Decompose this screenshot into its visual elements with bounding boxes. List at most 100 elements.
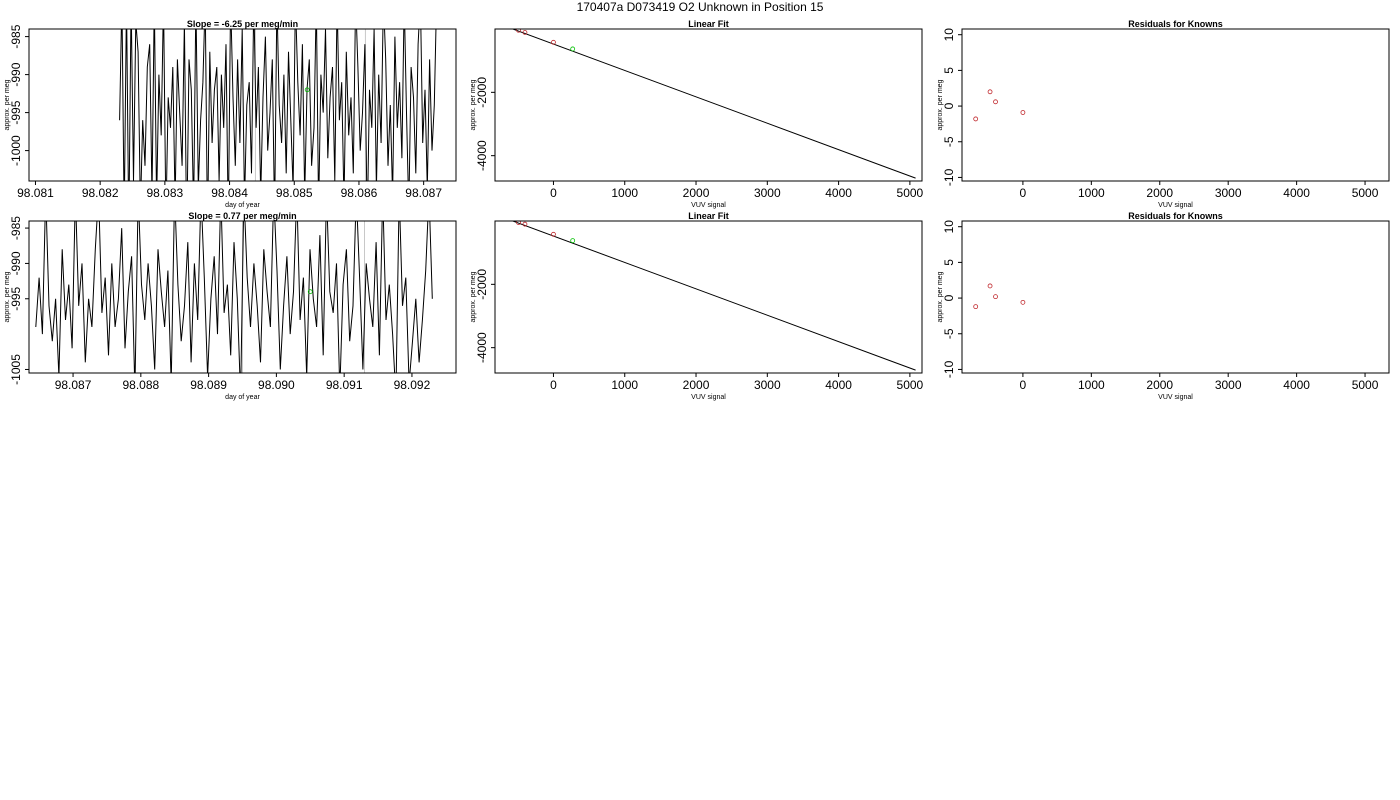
fit-1-frame (494, 28, 923, 182)
resid-2-ytick-label: 5 (942, 259, 956, 266)
resid-1-xtick-label: 5000 (1352, 186, 1379, 200)
trace-2-ytick-label: -995 (9, 286, 23, 310)
resid-1-xtick-label: 0 (1020, 186, 1027, 200)
resid-2-xtick-label: 2000 (1146, 378, 1173, 392)
fit-1-xlabel: VUV signal (691, 202, 726, 209)
resid-1-residual-point (993, 99, 998, 105)
fit-2-known-point (522, 221, 528, 227)
resid-1-title: Residuals for Knowns (1128, 19, 1223, 29)
trace-2-series-line (35, 221, 433, 373)
fit-1-xtick-label: 4000 (825, 186, 852, 200)
trace-2-xtick-label: 98.091 (326, 378, 363, 392)
resid-1-panel: Residuals for Knowns VUV signal approx. pe… (937, 19, 1390, 209)
resid-2-ytick-label: 0 (942, 294, 956, 301)
resid-2-residual-point (993, 294, 998, 300)
fit-2-unknown-point (570, 238, 576, 244)
fit-2-known-point (551, 231, 556, 237)
resid-1-xtick-label: 4000 (1283, 186, 1310, 200)
fit-1-known-point (522, 30, 528, 35)
fit-2-ytick-label: -2000 (475, 269, 489, 300)
fit-2-fit-line (511, 221, 916, 371)
resid-1-xtick-label: 1000 (1078, 186, 1105, 200)
trace-1-title: Slope = -6.25 per meg/min (187, 19, 298, 29)
fit-2-xtick-label: 3000 (754, 378, 781, 392)
fit-2-xtick-label: 5000 (897, 378, 924, 392)
resid-2-panel: Residuals for Knowns VUV signal approx. pe… (937, 211, 1390, 401)
fit-1-plot-area (502, 24, 916, 179)
resid-2-title: Residuals for Knowns (1128, 211, 1223, 221)
resid-2-ylabel: approx. per meg (937, 271, 944, 322)
resid-2-xtick-label: 5000 (1352, 378, 1379, 392)
resid-1-ytick-label: 5 (942, 67, 956, 74)
resid-1-ytick-label: 10 (942, 28, 956, 42)
fit-1-ytick-label: -2000 (475, 77, 489, 108)
trace-1-panel: Slope = -6.25 per meg/min day of year appr… (4, 19, 457, 209)
fit-2-plot-area (502, 216, 916, 371)
resid-2-frame (961, 220, 1390, 374)
fit-2-xtick-label: 4000 (825, 378, 852, 392)
resid-2-ytick-label: 10 (942, 220, 956, 234)
fit-1-unknown-point (570, 46, 576, 52)
resid-2-xtick-label: 1000 (1078, 378, 1105, 392)
trace-1-series-line (119, 29, 437, 181)
resid-1-xlabel: VUV signal (1158, 202, 1193, 209)
trace-1-unknown-marker (304, 87, 310, 93)
trace-1-ytick-label: -990 (9, 62, 23, 86)
trace-1-ytick-label: -985 (9, 24, 23, 48)
fit-2-xtick-label: 0 (550, 378, 557, 392)
trace-1-plot-area (119, 29, 437, 181)
fit-2-xtick-label: 1000 (611, 378, 638, 392)
resid-2-xlabel: VUV signal (1158, 394, 1193, 401)
trace-2-xtick-label: 98.092 (394, 378, 431, 392)
trace-2-frame (28, 220, 457, 374)
trace-1-xtick-label: 98.084 (211, 186, 248, 200)
trace-2-xlabel: day of year (225, 394, 260, 401)
resid-1-xtick-label: 3000 (1215, 186, 1242, 200)
fit-2-known-point (502, 216, 506, 220)
fit-1-xtick-label: 2000 (683, 186, 710, 200)
trace-1-xtick-label: 98.081 (17, 186, 54, 200)
trace-2-panel: Slope = 0.77 per meg/min day of year appro… (4, 211, 457, 401)
trace-2-ytick-label: -1005 (9, 354, 23, 385)
resid-1-residual-point (973, 116, 979, 122)
trace-1-xtick-label: 98.083 (147, 186, 184, 200)
trace-2-title: Slope = 0.77 per meg/min (188, 211, 296, 221)
fit-1-ytick-label: -4000 (475, 140, 489, 171)
resid-1-plot-area (973, 89, 1026, 122)
fit-1-title: Linear Fit (688, 19, 729, 29)
panels: Slope = -6.25 per meg/min day of year appr… (4, 19, 1390, 401)
page-title: 170407a D073419 O2 Unknown in Position 1… (577, 0, 824, 14)
resid-1-ylabel: approx. per meg (937, 79, 944, 130)
fit-1-xtick-label: 1000 (611, 186, 638, 200)
resid-2-xtick-label: 4000 (1283, 378, 1310, 392)
trace-1-ytick-label: -1000 (9, 135, 23, 166)
trace-1-xlabel: day of year (225, 202, 260, 209)
trace-2-xtick-label: 98.089 (190, 378, 227, 392)
resid-1-residual-point (1020, 110, 1026, 115)
fit-2-known-point (516, 221, 521, 225)
fit-1-xtick-label: 5000 (897, 186, 924, 200)
resid-1-residual-point (987, 89, 993, 95)
resid-2-ytick-label: -5 (942, 328, 956, 339)
resid-2-residual-point (1020, 299, 1026, 305)
fit-2-frame (494, 220, 923, 374)
fit-2-ylabel: approx. per meg (470, 271, 477, 322)
resid-1-ytick-label: -10 (942, 168, 956, 186)
trace-1-xtick-label: 98.086 (341, 186, 378, 200)
trace-2-ytick-label: -985 (9, 216, 23, 240)
trace-2-plot-area (35, 221, 433, 373)
fit-2-title: Linear Fit (688, 211, 729, 221)
fit-1-xtick-label: 3000 (754, 186, 781, 200)
fit-1-known-point (502, 24, 506, 28)
resid-1-frame (961, 28, 1390, 182)
resid-2-residual-point (987, 283, 993, 289)
resid-2-plot-area (973, 283, 1026, 310)
trace-1-ytick-label: -995 (9, 100, 23, 124)
fit-2-panel: Linear Fit VUV signal approx. per meg 0 1000… (470, 211, 924, 401)
resid-1-ytick-label: -5 (942, 136, 956, 147)
trace-2-ytick-label: -990 (9, 251, 23, 275)
resid-2-residual-point (973, 304, 979, 310)
fit-2-ytick-label: -4000 (475, 332, 489, 363)
resid-2-ytick-label: -10 (942, 360, 956, 378)
